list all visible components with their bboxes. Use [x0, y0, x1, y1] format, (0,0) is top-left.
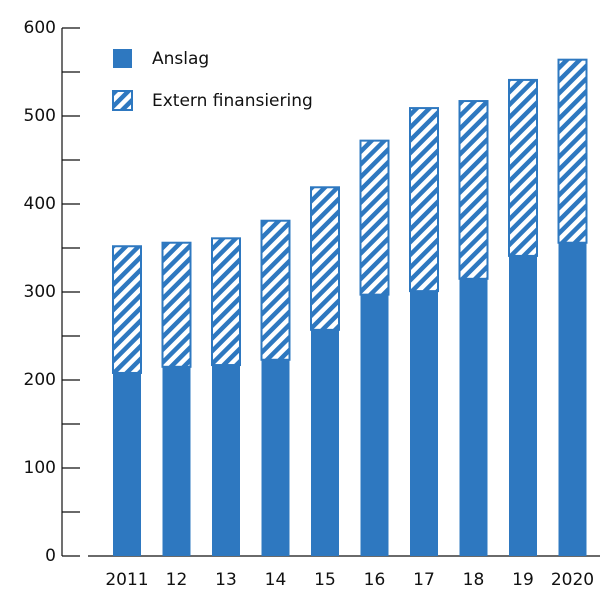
bar-segment: [162, 366, 191, 556]
x-tick-label: 2011: [105, 570, 148, 589]
x-tick-label: 12: [166, 570, 188, 589]
bar-segment: [459, 278, 488, 556]
y-tick-label: 0: [45, 546, 56, 566]
legend-swatch: [113, 49, 132, 68]
bar-segment: [311, 329, 339, 556]
bar-segment: [112, 245, 142, 374]
bar-segment: [310, 186, 340, 331]
x-tick-label: 19: [512, 570, 534, 589]
bar-segment: [161, 241, 192, 368]
x-tick-label: 16: [364, 570, 386, 589]
bar-segment: [360, 294, 389, 556]
bar-segment: [359, 139, 390, 296]
x-tick-label: 2020: [551, 570, 594, 589]
y-tick-label: 200: [24, 370, 56, 390]
y-tick-label: 600: [24, 18, 56, 38]
x-tick-label: 18: [463, 570, 485, 589]
bar-segment: [113, 372, 141, 556]
x-tick-label: 15: [314, 570, 336, 589]
x-tick-label: 14: [265, 570, 287, 589]
bar-segment: [508, 78, 538, 257]
bar-segment: [261, 359, 290, 556]
x-tick-label: 17: [413, 570, 435, 589]
bar-segment: [558, 242, 587, 556]
bar-segment: [260, 219, 291, 361]
bar-segment: [212, 365, 240, 556]
bar-segment: [409, 107, 439, 293]
bar-segment: [509, 255, 537, 557]
y-tick-label: 300: [24, 282, 56, 302]
x-tick-label: 13: [215, 570, 237, 589]
bar-segment: [458, 100, 489, 280]
legend-label: Extern finansiering: [152, 91, 313, 111]
bar-segment: [557, 58, 588, 244]
y-tick-label: 100: [24, 458, 56, 478]
legend-swatch: [112, 90, 133, 111]
bar-segment: [410, 291, 438, 556]
y-tick-label: 400: [24, 194, 56, 214]
legend-label: Anslag: [152, 49, 209, 69]
bar-segment: [211, 237, 241, 367]
y-tick-label: 500: [24, 106, 56, 126]
